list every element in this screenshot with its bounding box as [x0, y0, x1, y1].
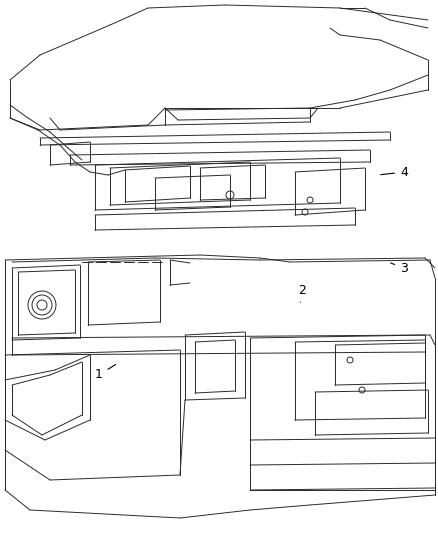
Text: 4: 4 [381, 166, 408, 179]
Text: 3: 3 [391, 262, 408, 274]
Text: 2: 2 [298, 284, 306, 302]
Text: 1: 1 [95, 365, 116, 382]
